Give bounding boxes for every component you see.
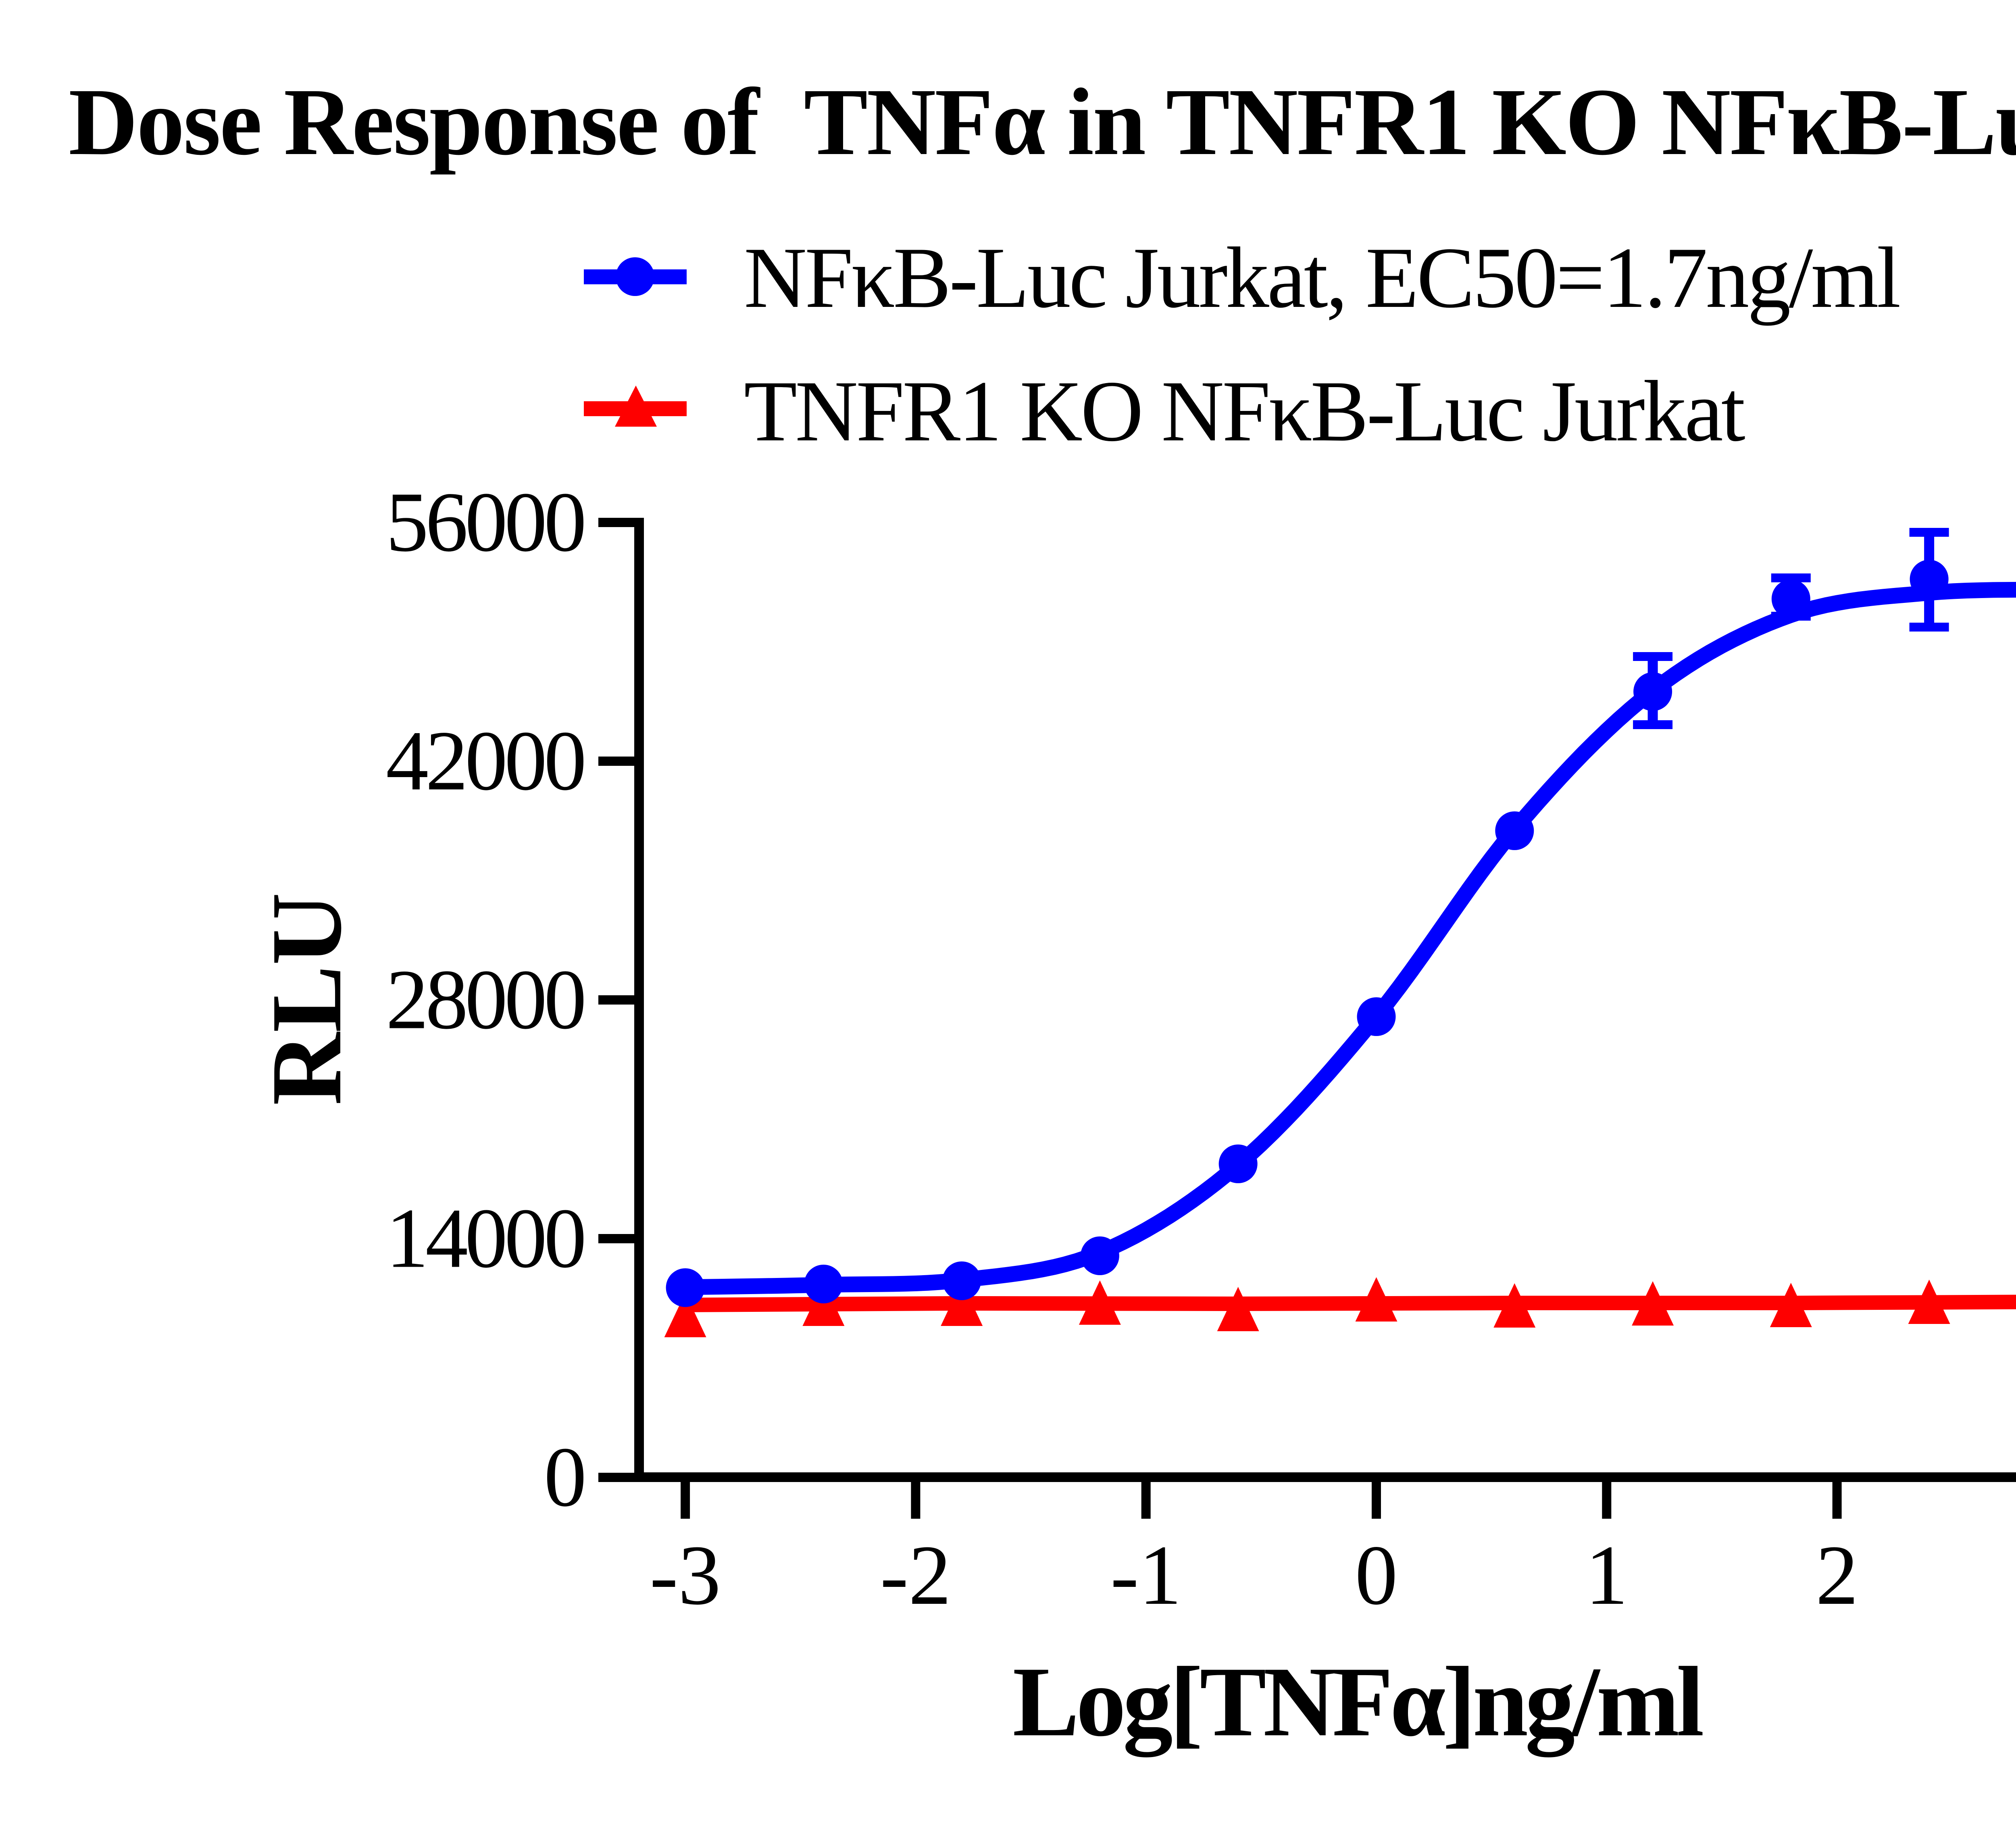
svg-text:0: 0 bbox=[544, 1430, 583, 1524]
svg-text:TNFR1 KO NFκB-Luc Jurkat: TNFR1 KO NFκB-Luc Jurkat bbox=[744, 363, 1745, 459]
svg-text:1: 1 bbox=[1585, 1528, 1628, 1622]
svg-text:2: 2 bbox=[1816, 1528, 1858, 1622]
svg-text:-1: -1 bbox=[1110, 1528, 1182, 1622]
svg-text:42000: 42000 bbox=[386, 713, 583, 808]
svg-text:56000: 56000 bbox=[386, 475, 583, 569]
svg-text:-3: -3 bbox=[650, 1528, 721, 1622]
svg-text:Dose Response of TNFα in TNFR: Dose Response of TNFα in TNFR1 KO NFκB-L… bbox=[69, 68, 2016, 175]
svg-text:RLU: RLU bbox=[251, 892, 362, 1105]
svg-text:14000: 14000 bbox=[386, 1191, 583, 1286]
svg-text:0: 0 bbox=[1355, 1528, 1398, 1622]
svg-text:NFκB-Luc Jurkat, EC50=1.7ng/ml: NFκB-Luc Jurkat, EC50=1.7ng/ml bbox=[744, 229, 1899, 326]
svg-text:-2: -2 bbox=[880, 1528, 952, 1622]
svg-text:Log[TNFα]ng/ml: Log[TNFα]ng/ml bbox=[1012, 1646, 1702, 1757]
svg-text:28000: 28000 bbox=[386, 952, 583, 1047]
